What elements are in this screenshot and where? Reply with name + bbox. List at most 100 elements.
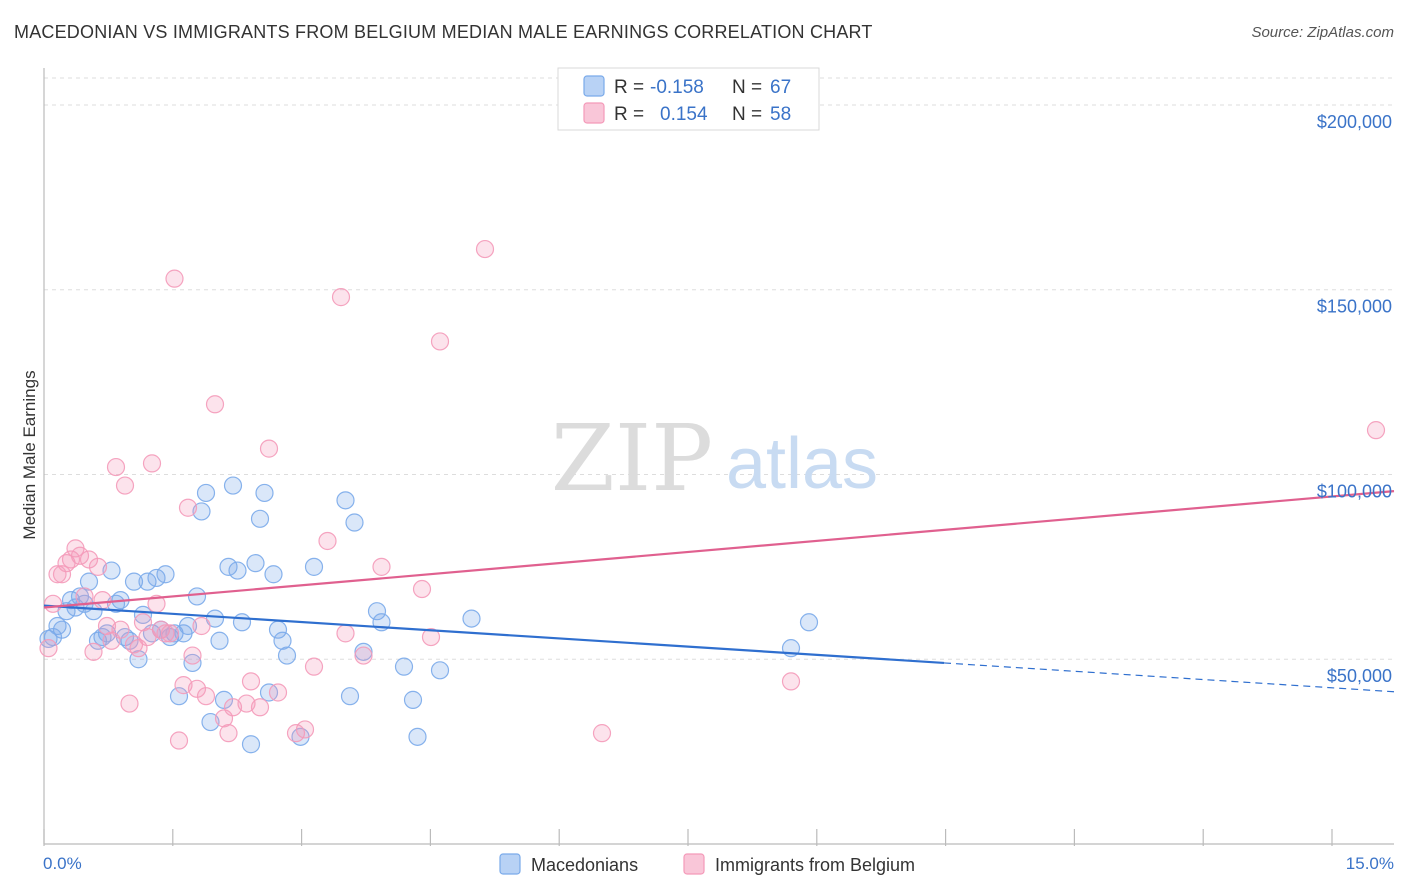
point-macedonians [156, 565, 175, 584]
point-belgium [196, 687, 216, 706]
point-belgium [268, 683, 288, 702]
point-belgium [97, 616, 117, 636]
y-tick-label: $50,000 [1327, 666, 1392, 686]
legend-swatch-macedonians [583, 75, 605, 97]
point-belgium [178, 498, 198, 517]
legend-n-value-macedonians: 67 [770, 77, 791, 98]
legend-n-label-2: N = [732, 104, 762, 125]
point-macedonians [273, 631, 292, 650]
trend-layer [43, 490, 1395, 693]
point-macedonians [462, 609, 481, 628]
point-belgium [286, 724, 306, 743]
legend-r-value-belgium: 0.154 [660, 104, 708, 125]
point-belgium [475, 239, 495, 259]
point-macedonians [264, 565, 283, 584]
point-macedonians [196, 483, 216, 503]
legend-r-value-macedonians: -0.158 [650, 77, 704, 98]
point-macedonians [336, 491, 355, 510]
point-macedonians [124, 572, 144, 591]
x-tick-label-min: 0.0% [43, 854, 82, 873]
point-belgium [241, 672, 261, 691]
points-layer [39, 239, 1386, 754]
point-belgium [781, 672, 801, 691]
point-belgium [43, 594, 63, 613]
point-belgium [183, 646, 202, 665]
grid-layer [44, 77, 1394, 660]
point-macedonians [192, 502, 211, 521]
legend-n-value-belgium: 58 [770, 104, 791, 125]
y-tick-labels: $50,000 $100,000 $150,000 $200,000 [1317, 112, 1392, 686]
point-belgium [192, 616, 211, 636]
point-belgium [169, 731, 189, 750]
point-macedonians [340, 687, 360, 706]
point-macedonians [255, 483, 274, 503]
bottom-legend-label-macedonians: Macedonians [531, 855, 638, 875]
point-belgium [61, 550, 81, 569]
point-belgium [223, 698, 243, 717]
trend-line-macedonians-projection [943, 662, 1395, 693]
watermark: ZIP atlas [551, 405, 878, 512]
point-macedonians [187, 587, 207, 606]
watermark-zip: ZIP [551, 405, 713, 512]
point-macedonians [246, 554, 265, 573]
point-belgium [174, 676, 193, 695]
point-macedonians [169, 687, 189, 706]
bottom-legend: Macedonians Immigrants from Belgium [499, 853, 915, 875]
legend-n-label-1: N = [732, 77, 762, 98]
point-belgium [111, 620, 130, 639]
point-macedonians [367, 602, 387, 621]
point-belgium [165, 269, 184, 288]
point-belgium [75, 587, 94, 606]
point-macedonians [228, 561, 247, 580]
bottom-legend-swatch-belgium [683, 853, 705, 875]
point-macedonians [232, 613, 252, 632]
point-belgium [84, 642, 103, 661]
point-macedonians [79, 572, 99, 591]
x-tick-label-max: 15.0% [1346, 854, 1394, 873]
point-belgium [52, 565, 72, 584]
point-macedonians [138, 572, 157, 591]
point-macedonians [430, 661, 450, 680]
y-tick-label: $200,000 [1317, 112, 1392, 132]
y-tick-label: $100,000 [1317, 481, 1392, 501]
point-belgium [592, 724, 612, 743]
chart-title: MACEDONIAN VS IMMIGRANTS FROM BELGIUM ME… [14, 22, 873, 42]
point-macedonians [304, 557, 324, 576]
point-macedonians [223, 476, 243, 495]
point-belgium [160, 624, 180, 643]
bottom-legend-label-belgium: Immigrants from Belgium [715, 855, 915, 875]
trend-line-macedonians [43, 604, 945, 665]
point-belgium [156, 624, 175, 643]
point-belgium [93, 591, 112, 610]
trend-line-belgium [43, 490, 1395, 609]
chart-source: Source: ZipAtlas.com [1251, 24, 1394, 41]
point-macedonians [394, 657, 414, 676]
point-belgium [133, 613, 153, 632]
point-belgium [237, 694, 256, 713]
point-belgium [331, 288, 351, 307]
point-belgium [318, 531, 337, 551]
point-belgium [120, 694, 139, 713]
point-macedonians [345, 513, 364, 532]
point-belgium [250, 698, 270, 717]
point-macedonians [178, 616, 198, 636]
point-belgium [354, 646, 373, 665]
point-belgium [88, 557, 108, 576]
point-belgium [336, 624, 355, 643]
legend-r-label-2: R = [614, 104, 644, 125]
point-belgium [259, 439, 279, 458]
point-belgium [205, 395, 225, 414]
point-belgium [142, 454, 162, 473]
point-belgium [304, 657, 324, 676]
point-belgium [39, 639, 58, 658]
point-macedonians [201, 712, 220, 732]
legend-r-label-1: R = [614, 77, 644, 98]
point-macedonians [408, 727, 427, 746]
axis-layer [43, 68, 1394, 846]
point-macedonians [799, 613, 819, 632]
watermark-atlas: atlas [726, 424, 878, 504]
bottom-legend-swatch-macedonians [499, 853, 521, 875]
point-belgium [1366, 421, 1386, 440]
point-belgium [412, 579, 432, 599]
point-macedonians [277, 646, 297, 665]
